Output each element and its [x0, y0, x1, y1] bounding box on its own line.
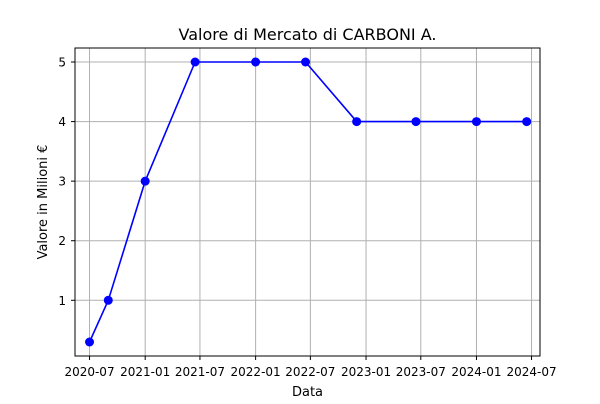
y-tick-label: 4: [58, 115, 66, 129]
x-tick-label: 2021-07: [175, 365, 225, 379]
y-tick-label: 2: [58, 234, 66, 248]
data-point: [85, 337, 95, 347]
y-tick-label: 3: [58, 175, 66, 189]
x-tick-label: 2022-07: [285, 365, 335, 379]
plot-frame: [74, 47, 541, 357]
x-tick-label: 2024-01: [451, 365, 501, 379]
chart-title: Valore di Mercato di CARBONI A.: [179, 25, 437, 44]
x-axis-ticks: 2020-07 2021-01 2021-07 2022-01 2022-07 2023-…: [64, 356, 557, 379]
data-point: [301, 57, 311, 67]
x-axis-label: Data: [292, 385, 323, 400]
y-tick-label: 5: [58, 56, 66, 70]
data-point: [190, 57, 200, 67]
series-layer: [85, 57, 532, 347]
x-tick-label: 2020-07: [64, 365, 114, 379]
data-point: [251, 57, 261, 67]
x-tick-label: 2023-01: [341, 365, 391, 379]
y-tick-label: 1: [58, 294, 66, 308]
series-line: [88, 61, 527, 343]
data-point: [522, 117, 532, 127]
x-tick-label: 2024-07: [506, 365, 556, 379]
x-tick-label: 2023-07: [396, 365, 446, 379]
x-tick-label: 2021-01: [120, 365, 170, 379]
data-point: [411, 117, 421, 127]
data-point: [352, 117, 362, 127]
data-point: [140, 176, 150, 186]
data-point: [103, 295, 113, 305]
x-tick-label: 2022-01: [231, 365, 281, 379]
data-point: [471, 117, 481, 127]
y-axis-label: Valore in Milioni €: [36, 145, 51, 260]
y-axis-ticks: 1 2 3 4 5: [58, 56, 75, 308]
